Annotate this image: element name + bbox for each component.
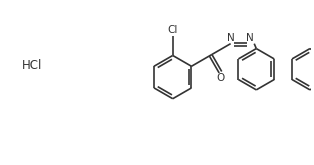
Text: N: N bbox=[246, 33, 254, 43]
Text: N: N bbox=[227, 33, 235, 43]
Text: O: O bbox=[217, 73, 225, 83]
Text: HCl: HCl bbox=[22, 59, 42, 72]
Text: Cl: Cl bbox=[168, 25, 178, 35]
